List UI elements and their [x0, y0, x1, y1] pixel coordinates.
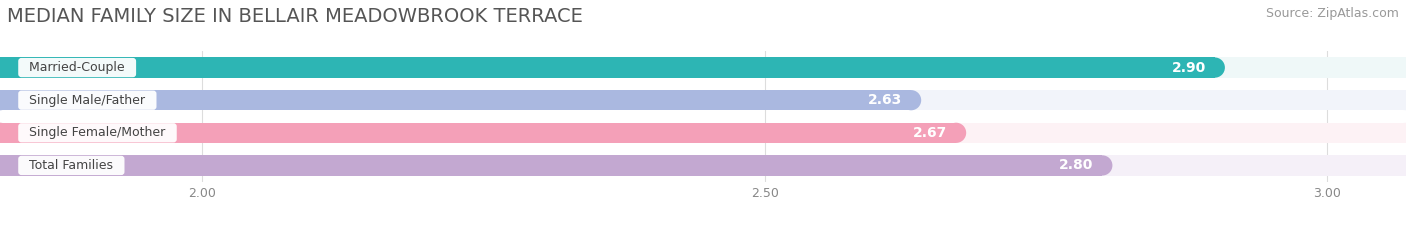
- Text: Single Female/Mother: Single Female/Mother: [21, 126, 173, 139]
- Bar: [0, 90, 911, 110]
- Text: Total Families: Total Families: [21, 159, 121, 172]
- Ellipse shape: [1205, 58, 1225, 78]
- Ellipse shape: [0, 123, 10, 143]
- Bar: [0, 58, 1406, 78]
- Text: 2.80: 2.80: [1059, 158, 1094, 172]
- Text: 2.63: 2.63: [868, 93, 903, 107]
- Text: 2.67: 2.67: [912, 126, 948, 140]
- Bar: [0, 123, 1406, 143]
- Text: 2.90: 2.90: [1171, 61, 1206, 75]
- Ellipse shape: [1396, 123, 1406, 143]
- Ellipse shape: [1396, 58, 1406, 78]
- Bar: [0, 58, 1215, 78]
- Ellipse shape: [0, 58, 10, 78]
- Ellipse shape: [1396, 155, 1406, 175]
- Ellipse shape: [0, 123, 10, 143]
- Bar: [0, 155, 1406, 175]
- Bar: [0, 155, 1102, 175]
- Text: Source: ZipAtlas.com: Source: ZipAtlas.com: [1265, 7, 1399, 20]
- Ellipse shape: [901, 90, 921, 110]
- Ellipse shape: [0, 155, 10, 175]
- Ellipse shape: [1396, 90, 1406, 110]
- Text: Married-Couple: Married-Couple: [21, 61, 134, 74]
- Ellipse shape: [0, 155, 10, 175]
- Ellipse shape: [0, 58, 10, 78]
- Bar: [0, 123, 956, 143]
- Bar: [0, 90, 1406, 110]
- Ellipse shape: [1092, 155, 1112, 175]
- Ellipse shape: [0, 90, 10, 110]
- Text: MEDIAN FAMILY SIZE IN BELLAIR MEADOWBROOK TERRACE: MEDIAN FAMILY SIZE IN BELLAIR MEADOWBROO…: [7, 7, 583, 26]
- Text: Single Male/Father: Single Male/Father: [21, 94, 153, 107]
- Ellipse shape: [946, 123, 966, 143]
- Ellipse shape: [0, 90, 10, 110]
